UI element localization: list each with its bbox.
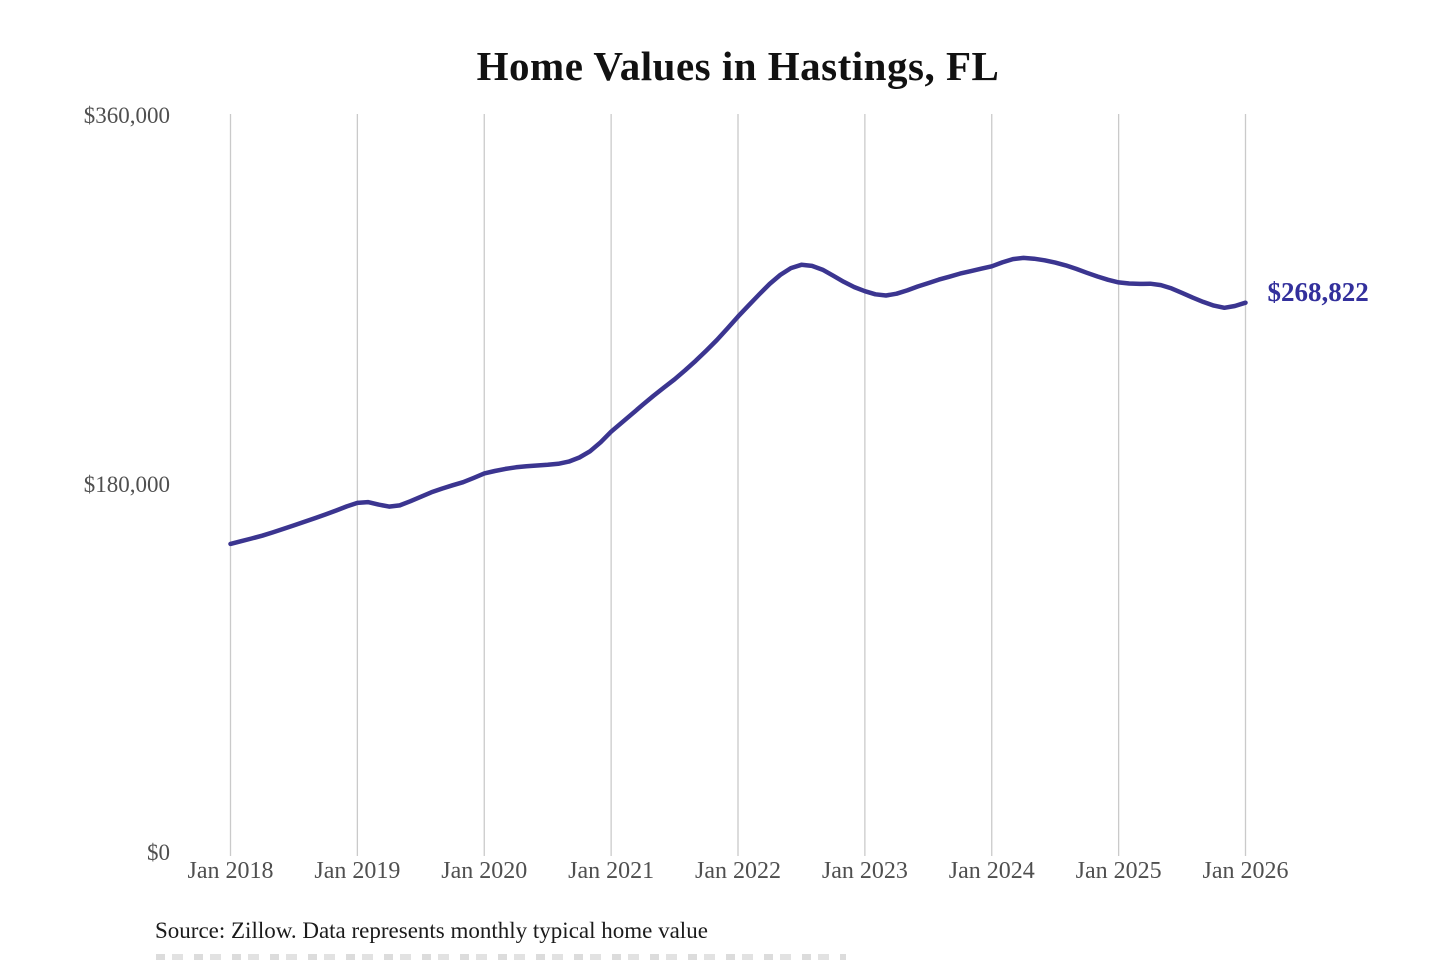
source-note: Source: Zillow. Data represents monthly … <box>155 918 708 943</box>
current-value-label: $268,822 <box>1267 276 1369 307</box>
x-tick-jan-2025: Jan 2025 <box>1075 858 1162 884</box>
y-tick-360000: $360,000 <box>83 103 170 128</box>
x-tick-jan-2018: Jan 2018 <box>187 858 274 884</box>
clipped-caption-artifact <box>156 954 846 960</box>
x-tick-jan-2022: Jan 2022 <box>695 858 781 884</box>
x-tick-jan-2021: Jan 2021 <box>568 858 655 884</box>
chart-title: Home Values in Hastings, FL <box>476 43 1000 89</box>
home-value-line <box>228 255 1248 547</box>
y-tick-180000: $180,000 <box>83 471 170 497</box>
x-tick-jan-2020: Jan 2020 <box>441 858 528 884</box>
year-gridlines <box>229 114 1247 856</box>
y-tick-0: $0 <box>147 840 170 865</box>
x-tick-jan-2019: Jan 2019 <box>314 858 401 884</box>
x-tick-jan-2026: Jan 2026 <box>1202 858 1289 884</box>
x-tick-jan-2024: Jan 2024 <box>948 858 1035 884</box>
x-tick-jan-2023: Jan 2023 <box>821 858 908 884</box>
